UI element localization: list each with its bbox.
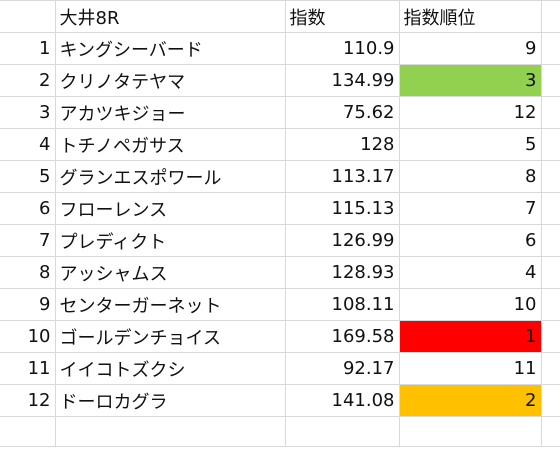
row-index-cell[interactable]: 5: [0, 160, 56, 193]
score-cell[interactable]: 126.99: [285, 224, 400, 257]
table-row: 3 アカツキジョー 75.62 12: [0, 96, 560, 129]
score-cell[interactable]: 141.08: [285, 384, 400, 417]
header-row: 大井8R 指数 指数順位: [0, 0, 560, 33]
score-cell[interactable]: 110.9: [285, 32, 400, 65]
horse-name-cell[interactable]: ゴールデンチョイス: [55, 320, 286, 353]
rank-cell[interactable]: 8: [399, 160, 542, 193]
table-row: 4 トチノペガサス 128 5: [0, 128, 560, 161]
empty-cell[interactable]: [541, 96, 560, 129]
rank-cell[interactable]: 1: [399, 320, 542, 353]
table-row: 2 クリノタテヤマ 134.99 3: [0, 64, 560, 97]
empty-cell[interactable]: [541, 0, 560, 33]
row-index-cell[interactable]: 9: [0, 288, 56, 321]
row-index-cell[interactable]: 11: [0, 352, 56, 385]
score-cell[interactable]: 169.58: [285, 320, 400, 353]
header-race-cell[interactable]: 大井8R: [55, 0, 286, 33]
empty-cell[interactable]: [285, 416, 400, 447]
row-index-cell[interactable]: 3: [0, 96, 56, 129]
table-row: 10 ゴールデンチョイス 169.58 1: [0, 320, 560, 353]
rank-cell[interactable]: 3: [399, 64, 542, 97]
header-index-cell[interactable]: [0, 0, 56, 33]
row-index-cell[interactable]: 1: [0, 32, 56, 65]
empty-cell[interactable]: [541, 352, 560, 385]
empty-cell[interactable]: [0, 416, 56, 447]
rank-cell[interactable]: 6: [399, 224, 542, 257]
data-grid: 大井8R 指数 指数順位 1 キングシーバード 110.9 9 2 クリノタテヤマ 134.…: [0, 0, 560, 447]
empty-cell[interactable]: [541, 288, 560, 321]
horse-name-cell[interactable]: クリノタテヤマ: [55, 64, 286, 97]
table-row: 9 センターガーネット 108.11 10: [0, 288, 560, 321]
horse-name-cell[interactable]: キングシーバード: [55, 32, 286, 65]
table-row: 6 フローレンス 115.13 7: [0, 192, 560, 225]
empty-cell[interactable]: [541, 32, 560, 65]
row-index-cell[interactable]: 12: [0, 384, 56, 417]
rank-cell[interactable]: 2: [399, 384, 542, 417]
row-index-cell[interactable]: 8: [0, 256, 56, 289]
grid-body: 大井8R 指数 指数順位 1 キングシーバード 110.9 9 2 クリノタテヤマ 134.…: [0, 0, 560, 447]
table-row: 11 イイコトズクシ 92.17 11: [0, 352, 560, 385]
empty-cell[interactable]: [541, 320, 560, 353]
empty-cell[interactable]: [541, 224, 560, 257]
empty-cell[interactable]: [541, 128, 560, 161]
table-row: 1 キングシーバード 110.9 9: [0, 32, 560, 65]
empty-cell[interactable]: [541, 64, 560, 97]
rank-cell[interactable]: 11: [399, 352, 542, 385]
horse-name-cell[interactable]: センターガーネット: [55, 288, 286, 321]
horse-name-cell[interactable]: グランエスポワール: [55, 160, 286, 193]
table-row: 7 プレディクト 126.99 6: [0, 224, 560, 257]
rank-cell[interactable]: 7: [399, 192, 542, 225]
empty-cell[interactable]: [55, 416, 286, 447]
score-cell[interactable]: 128.93: [285, 256, 400, 289]
header-score-cell[interactable]: 指数: [285, 0, 400, 33]
row-index-cell[interactable]: 6: [0, 192, 56, 225]
horse-name-cell[interactable]: ドーロカグラ: [55, 384, 286, 417]
row-index-cell[interactable]: 10: [0, 320, 56, 353]
table-row: 8 アッシャムス 128.93 4: [0, 256, 560, 289]
rank-cell[interactable]: 4: [399, 256, 542, 289]
horse-name-cell[interactable]: フローレンス: [55, 192, 286, 225]
horse-name-cell[interactable]: アッシャムス: [55, 256, 286, 289]
score-cell[interactable]: 108.11: [285, 288, 400, 321]
rank-cell[interactable]: 5: [399, 128, 542, 161]
horse-name-cell[interactable]: プレディクト: [55, 224, 286, 257]
row-index-cell[interactable]: 2: [0, 64, 56, 97]
score-cell[interactable]: 115.13: [285, 192, 400, 225]
score-cell[interactable]: 113.17: [285, 160, 400, 193]
empty-cell[interactable]: [399, 416, 542, 447]
rank-cell[interactable]: 9: [399, 32, 542, 65]
header-rank-cell[interactable]: 指数順位: [399, 0, 542, 33]
horse-name-cell[interactable]: アカツキジョー: [55, 96, 286, 129]
horse-name-cell[interactable]: イイコトズクシ: [55, 352, 286, 385]
empty-cell[interactable]: [541, 192, 560, 225]
score-cell[interactable]: 128: [285, 128, 400, 161]
blank-row: [0, 416, 560, 447]
rank-cell[interactable]: 12: [399, 96, 542, 129]
score-cell[interactable]: 75.62: [285, 96, 400, 129]
row-index-cell[interactable]: 7: [0, 224, 56, 257]
empty-cell[interactable]: [541, 416, 560, 447]
score-cell[interactable]: 92.17: [285, 352, 400, 385]
horse-name-cell[interactable]: トチノペガサス: [55, 128, 286, 161]
table-row: 12 ドーロカグラ 141.08 2: [0, 384, 560, 417]
empty-cell[interactable]: [541, 160, 560, 193]
empty-cell[interactable]: [541, 256, 560, 289]
table-row: 5 グランエスポワール 113.17 8: [0, 160, 560, 193]
row-index-cell[interactable]: 4: [0, 128, 56, 161]
empty-cell[interactable]: [541, 384, 560, 417]
score-cell[interactable]: 134.99: [285, 64, 400, 97]
rank-cell[interactable]: 10: [399, 288, 542, 321]
